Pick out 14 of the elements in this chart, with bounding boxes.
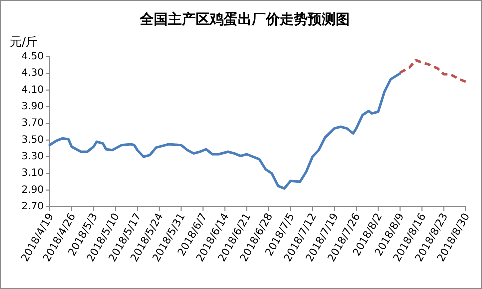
y-tick-label: 3.30 bbox=[22, 152, 44, 162]
y-tick-label: 2.90 bbox=[22, 184, 44, 196]
y-tick-label: 4.50 bbox=[22, 52, 44, 62]
chart-title: 全国主产区鸡蛋出厂价走势预测图 bbox=[139, 11, 350, 28]
line-series bbox=[399, 59, 468, 84]
y-tick-label: 3.50 bbox=[22, 134, 44, 146]
y-tick-label: 3.10 bbox=[22, 168, 44, 180]
y-tick-label: 2.70 bbox=[22, 202, 44, 212]
y-axis-title: 元/斤 bbox=[10, 35, 38, 49]
y-tick-label: 3.70 bbox=[22, 118, 44, 130]
y-tick-label: 3.90 bbox=[22, 102, 44, 112]
y-tick-label: 4.10 bbox=[22, 84, 44, 96]
y-tick-label: 4.30 bbox=[22, 68, 44, 80]
line-series bbox=[48, 72, 402, 190]
